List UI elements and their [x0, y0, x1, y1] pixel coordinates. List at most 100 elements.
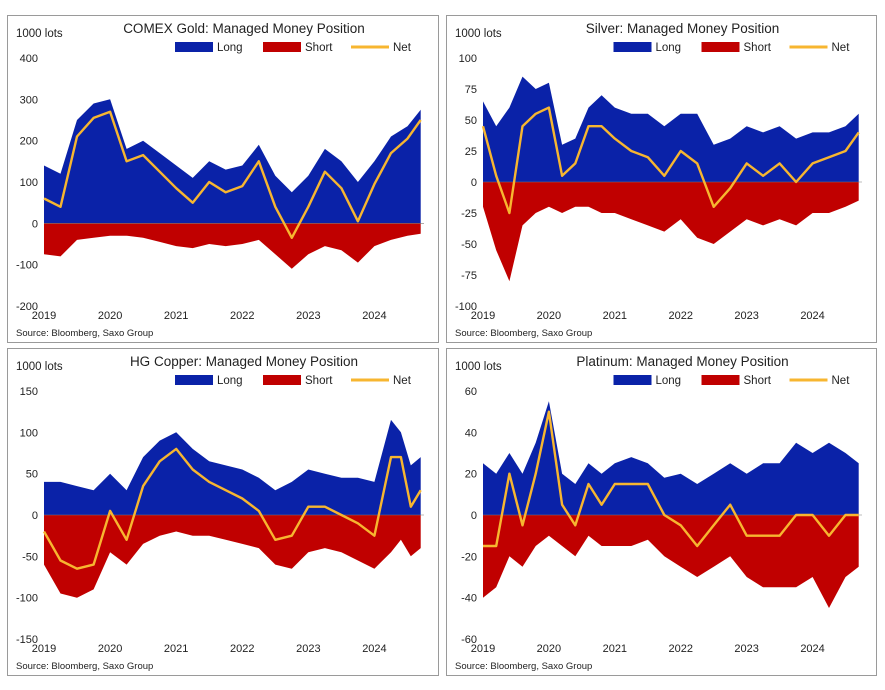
- y-tick-label: 75: [465, 84, 477, 96]
- y-tick-label: 25: [465, 146, 477, 158]
- y-tick-label: 50: [465, 115, 477, 127]
- unit-label: 1000 lots: [455, 361, 502, 373]
- chart-panel-copper: HG Copper: Managed Money Position 1000 lo…: [7, 348, 439, 676]
- y-tick-label: 20: [465, 469, 477, 481]
- source-note: Source: Bloomberg, Saxo Group: [16, 661, 153, 672]
- legend-label-short: Short: [305, 42, 333, 54]
- y-tick-label: 0: [471, 510, 477, 522]
- x-tick-label: 2022: [230, 643, 254, 655]
- x-tick-label: 2022: [230, 310, 254, 322]
- x-tick-label: 2024: [800, 643, 824, 655]
- y-tick-label: 100: [459, 53, 477, 65]
- x-tick-label: 2021: [603, 643, 627, 655]
- series-net-line: [42, 447, 422, 570]
- chart-svg: HG Copper: Managed Money Position 1000 lo…: [16, 354, 424, 672]
- legend-swatch-long: [613, 42, 652, 52]
- y-tick-label: 50: [26, 469, 38, 481]
- y-tick-label: -75: [461, 270, 477, 282]
- x-tick-label: 2023: [734, 643, 758, 655]
- x-tick-label: 2019: [471, 310, 495, 322]
- legend: Long Short Net: [175, 42, 412, 54]
- y-tick-label: -25: [461, 208, 477, 220]
- legend-label-long: Long: [217, 42, 243, 54]
- series-short-area: [44, 223, 421, 269]
- x-tick-label: 2020: [98, 310, 122, 322]
- series-net-line: [43, 110, 422, 240]
- x-tick-label: 2020: [537, 643, 561, 655]
- series-short-area: [483, 515, 859, 608]
- x-tick-label: 2024: [800, 310, 824, 322]
- chart-svg: Silver: Managed Money Position 1000 lots L…: [455, 21, 862, 339]
- legend-swatch-long: [175, 42, 213, 52]
- legend-label-net: Net: [393, 375, 412, 387]
- x-tick-label: 2020: [537, 310, 561, 322]
- y-tick-label: 0: [32, 510, 38, 522]
- y-tick-label: -60: [461, 634, 477, 646]
- legend-swatch-long: [175, 375, 213, 385]
- legend: Long Short Net: [175, 375, 412, 387]
- y-tick-label: 0: [471, 177, 477, 189]
- y-tick-label: -50: [461, 239, 477, 251]
- y-tick-label: 60: [465, 386, 477, 398]
- x-tick-label: 2024: [362, 310, 386, 322]
- legend-swatch-short: [701, 375, 740, 385]
- series-long-area: [44, 99, 421, 224]
- x-tick-label: 2021: [164, 310, 188, 322]
- legend-label-long: Long: [656, 42, 682, 54]
- x-tick-label: 2019: [32, 310, 56, 322]
- y-tick-label: -100: [16, 260, 38, 272]
- series-net-line: [483, 410, 859, 548]
- y-tick-label: 200: [20, 136, 38, 148]
- unit-label: 1000 lots: [16, 28, 63, 40]
- legend-label-net: Net: [393, 42, 412, 54]
- y-tick-label: 40: [465, 427, 477, 439]
- legend-swatch-short: [701, 42, 740, 52]
- y-tick-label: 400: [20, 53, 38, 65]
- legend-swatch-short: [263, 375, 301, 385]
- x-tick-label: 2023: [296, 643, 320, 655]
- y-tick-label: 300: [20, 94, 38, 106]
- chart-title: HG Copper: Managed Money Position: [130, 354, 358, 369]
- legend-label-short: Short: [305, 375, 333, 387]
- y-tick-label: -100: [455, 301, 477, 313]
- legend-label-short: Short: [744, 42, 772, 54]
- unit-label: 1000 lots: [16, 361, 63, 373]
- chart-panel-platinum: Platinum: Managed Money Position 1000 lot…: [446, 348, 877, 676]
- chart-svg: Platinum: Managed Money Position 1000 lot…: [455, 354, 862, 672]
- y-tick-label: -150: [16, 634, 38, 646]
- series-long-area: [483, 401, 859, 515]
- legend-label-long: Long: [217, 375, 243, 387]
- y-tick-label: 100: [20, 427, 38, 439]
- y-tick-label: -20: [461, 551, 477, 563]
- source-note: Source: Bloomberg, Saxo Group: [455, 328, 592, 339]
- y-tick-label: -40: [461, 593, 477, 605]
- series-net-line: [481, 106, 860, 215]
- chart-title: COMEX Gold: Managed Money Position: [123, 21, 365, 36]
- unit-label: 1000 lots: [455, 28, 502, 40]
- x-tick-label: 2023: [734, 310, 758, 322]
- y-tick-label: -100: [16, 593, 38, 605]
- legend-label-net: Net: [832, 375, 851, 387]
- y-tick-label: -50: [22, 551, 38, 563]
- y-tick-label: 150: [20, 386, 38, 398]
- source-note: Source: Bloomberg, Saxo Group: [16, 328, 153, 339]
- legend-label-net: Net: [832, 42, 851, 54]
- legend-swatch-long: [613, 375, 652, 385]
- source-note: Source: Bloomberg, Saxo Group: [455, 661, 592, 672]
- chart-title: Platinum: Managed Money Position: [576, 354, 788, 369]
- x-tick-label: 2019: [471, 643, 495, 655]
- x-tick-label: 2020: [98, 643, 122, 655]
- x-tick-label: 2021: [603, 310, 627, 322]
- x-tick-label: 2023: [296, 310, 320, 322]
- x-tick-label: 2024: [362, 643, 386, 655]
- chart-title: Silver: Managed Money Position: [586, 21, 780, 36]
- y-tick-label: 100: [20, 177, 38, 189]
- y-tick-label: 0: [32, 218, 38, 230]
- y-tick-label: -200: [16, 301, 38, 313]
- chart-panel-gold: COMEX Gold: Managed Money Position 1000 l…: [7, 15, 439, 343]
- x-tick-label: 2021: [164, 643, 188, 655]
- series-short-area: [483, 182, 859, 282]
- legend: Long Short Net: [613, 375, 851, 387]
- x-tick-label: 2019: [32, 643, 56, 655]
- chart-panel-silver: Silver: Managed Money Position 1000 lots L…: [446, 15, 877, 343]
